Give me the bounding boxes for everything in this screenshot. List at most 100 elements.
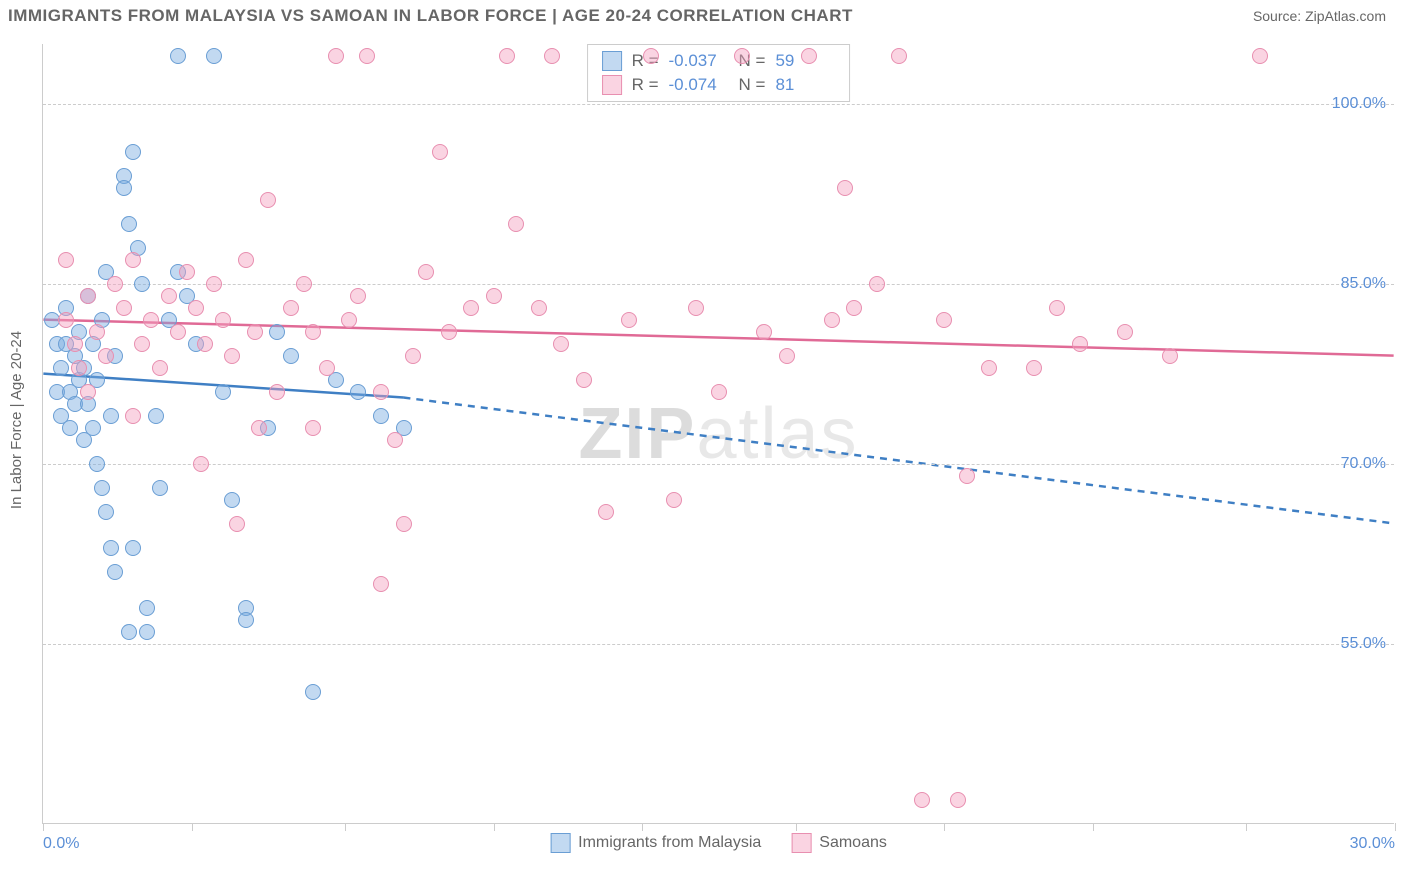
x-tick (494, 823, 495, 831)
data-point (283, 348, 299, 364)
gridline (43, 464, 1394, 465)
data-point (1072, 336, 1088, 352)
y-tick-label: 55.0% (1341, 635, 1386, 653)
x-tick (192, 823, 193, 831)
data-point (891, 48, 907, 64)
data-point (71, 360, 87, 376)
data-point (801, 48, 817, 64)
chart-source: Source: ZipAtlas.com (1253, 8, 1386, 24)
data-point (396, 516, 412, 532)
data-point (486, 288, 502, 304)
legend-item-2: Samoans (791, 833, 887, 853)
data-point (53, 360, 69, 376)
data-point (80, 384, 96, 400)
swatch-series2 (602, 75, 622, 95)
data-point (152, 480, 168, 496)
data-point (598, 504, 614, 520)
data-point (188, 300, 204, 316)
data-point (296, 276, 312, 292)
data-point (98, 504, 114, 520)
data-point (58, 252, 74, 268)
x-tick (43, 823, 44, 831)
data-point (950, 792, 966, 808)
data-point (89, 456, 105, 472)
data-point (121, 216, 137, 232)
data-point (80, 288, 96, 304)
data-point (224, 348, 240, 364)
y-axis-label: In Labor Force | Age 20-24 (8, 331, 25, 509)
chart-title: IMMIGRANTS FROM MALAYSIA VS SAMOAN IN LA… (8, 6, 853, 26)
data-point (756, 324, 772, 340)
data-point (1252, 48, 1268, 64)
data-point (508, 216, 524, 232)
data-point (914, 792, 930, 808)
data-point (139, 600, 155, 616)
gridline (43, 644, 1394, 645)
data-point (229, 516, 245, 532)
data-point (215, 312, 231, 328)
data-point (405, 348, 421, 364)
data-point (134, 276, 150, 292)
data-point (643, 48, 659, 64)
data-point (544, 48, 560, 64)
data-point (143, 312, 159, 328)
data-point (193, 456, 209, 472)
data-point (305, 420, 321, 436)
data-point (125, 408, 141, 424)
swatch-series1 (602, 51, 622, 71)
data-point (58, 312, 74, 328)
y-tick-label: 100.0% (1332, 95, 1386, 113)
data-point (247, 324, 263, 340)
chart-plot-area: ZIPatlas R = -0.037 N = 59 R = -0.074 N … (42, 44, 1394, 824)
legend-swatch-2 (791, 833, 811, 853)
data-point (107, 276, 123, 292)
data-point (148, 408, 164, 424)
data-point (359, 48, 375, 64)
data-point (305, 684, 321, 700)
stats-row-2: R = -0.074 N = 81 (602, 73, 836, 97)
data-point (224, 492, 240, 508)
data-point (107, 564, 123, 580)
x-tick-label-max: 30.0% (1350, 835, 1395, 853)
data-point (734, 48, 750, 64)
data-point (139, 624, 155, 640)
data-point (283, 300, 299, 316)
data-point (350, 384, 366, 400)
chart-header: IMMIGRANTS FROM MALAYSIA VS SAMOAN IN LA… (0, 0, 1406, 32)
data-point (85, 420, 101, 436)
gridline (43, 284, 1394, 285)
data-point (418, 264, 434, 280)
x-tick (1246, 823, 1247, 831)
data-point (269, 384, 285, 400)
data-point (116, 300, 132, 316)
data-point (350, 288, 366, 304)
data-point (341, 312, 357, 328)
data-point (238, 252, 254, 268)
data-point (170, 48, 186, 64)
data-point (206, 276, 222, 292)
data-point (67, 336, 83, 352)
data-point (621, 312, 637, 328)
x-tick-label-min: 0.0% (43, 835, 79, 853)
data-point (125, 540, 141, 556)
y-tick-label: 85.0% (1341, 275, 1386, 293)
data-point (1026, 360, 1042, 376)
stats-row-1: R = -0.037 N = 59 (602, 49, 836, 73)
data-point (116, 180, 132, 196)
data-point (98, 348, 114, 364)
data-point (319, 360, 335, 376)
x-tick (1395, 823, 1396, 831)
data-point (373, 576, 389, 592)
data-point (62, 420, 78, 436)
data-point (170, 324, 186, 340)
data-point (441, 324, 457, 340)
data-point (161, 288, 177, 304)
data-point (531, 300, 547, 316)
data-point (1162, 348, 1178, 364)
data-point (499, 48, 515, 64)
data-point (134, 336, 150, 352)
data-point (846, 300, 862, 316)
data-point (779, 348, 795, 364)
data-point (373, 384, 389, 400)
data-point (89, 324, 105, 340)
